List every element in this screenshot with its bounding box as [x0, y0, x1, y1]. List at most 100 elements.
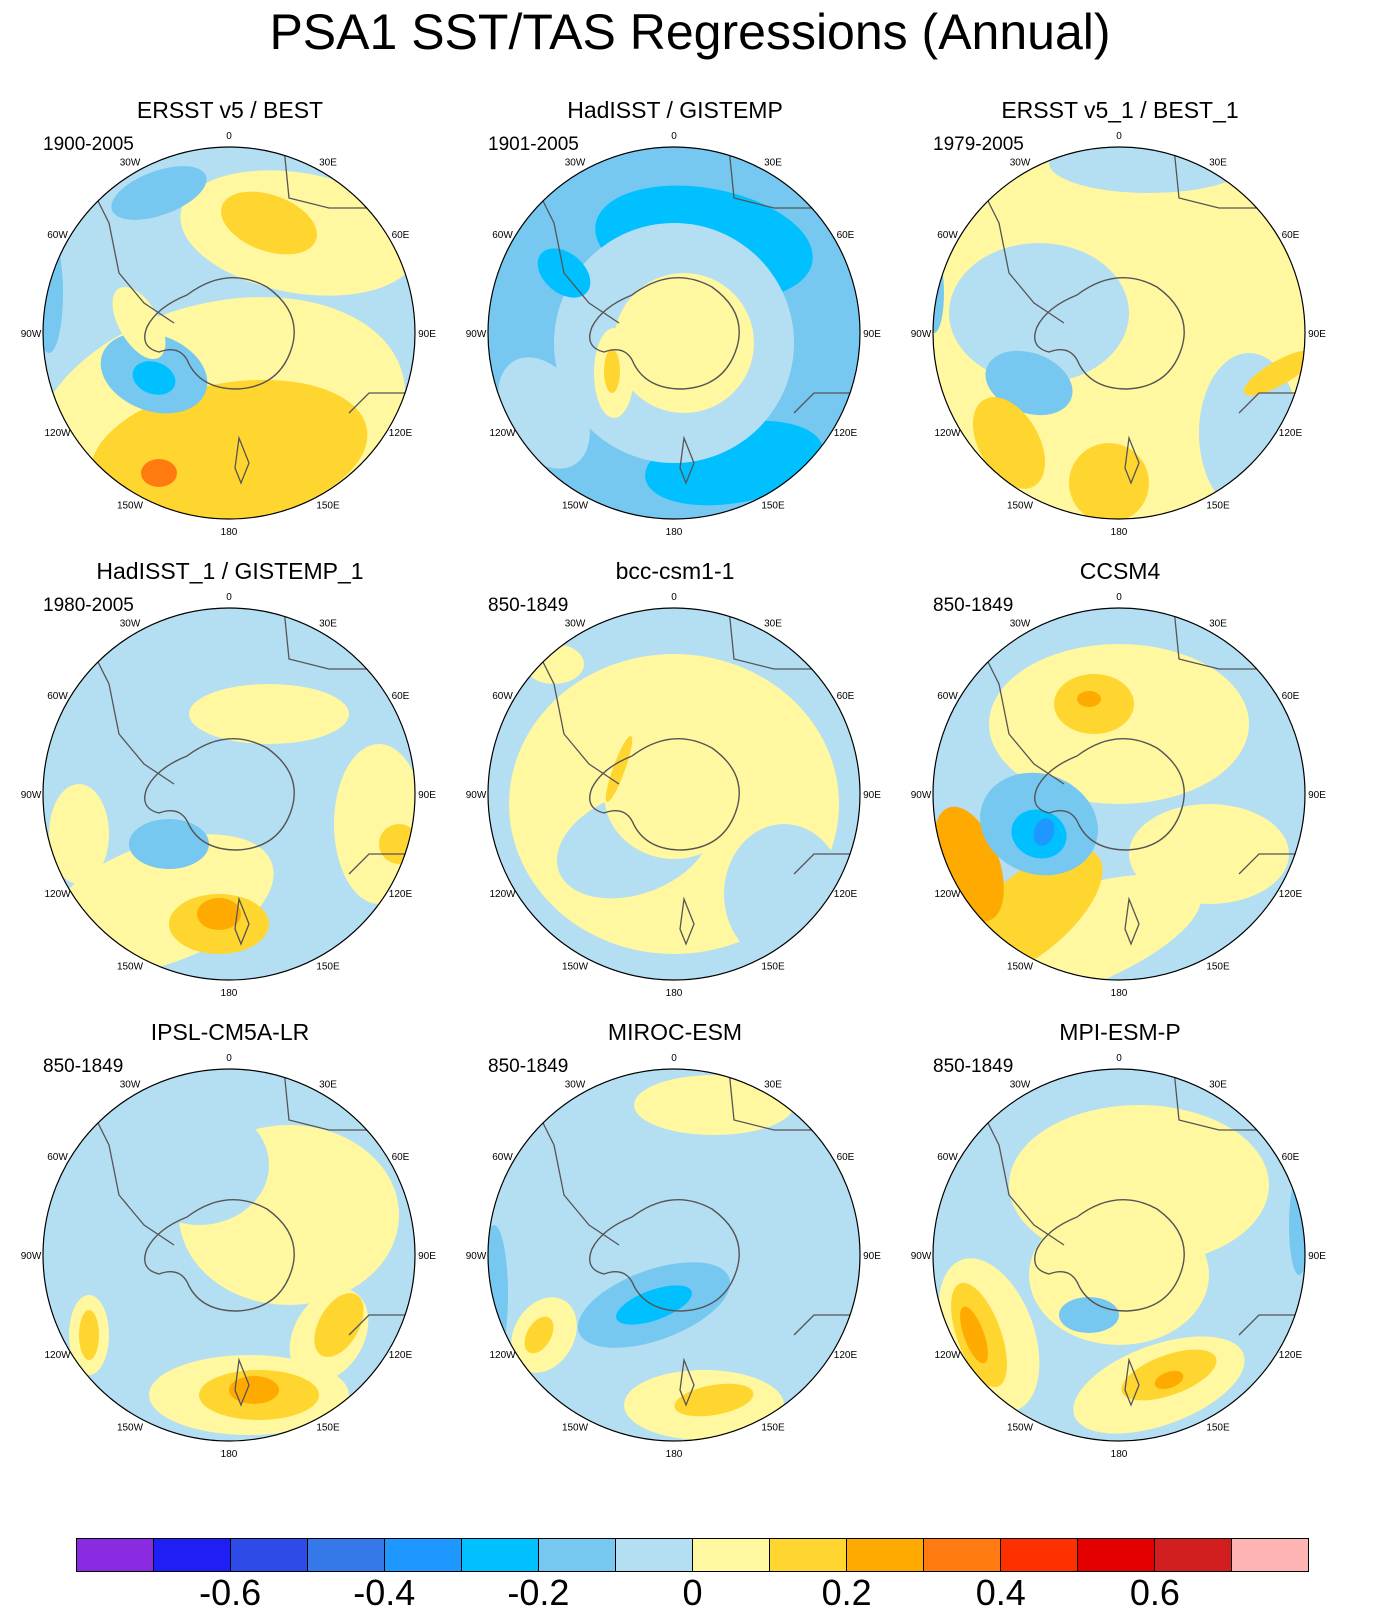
longitude-label: 180: [1111, 527, 1128, 538]
longitude-label: 90W: [911, 329, 932, 340]
map-border: [487, 146, 861, 520]
longitude-label: 90W: [466, 1251, 487, 1262]
longitude-label: 120W: [44, 428, 71, 439]
longitude-label: 90W: [466, 329, 487, 340]
map-border: [487, 607, 861, 981]
anomaly-contour: [1029, 1205, 1209, 1345]
colorbar-box: [462, 1538, 539, 1572]
longitude-label: 180: [221, 527, 238, 538]
longitude-label: 60W: [492, 230, 513, 241]
antarctica-coastline: [144, 277, 295, 390]
longitude-label: 120W: [489, 1350, 516, 1361]
longitude-label: 120E: [389, 428, 413, 439]
longitude-label: 90E: [418, 790, 436, 801]
anomaly-contour: [488, 1225, 508, 1365]
map-panel: 0 30E 60E 90E 120E 150E 180 150W 120W 90W 60W 30W bc…: [450, 556, 900, 1026]
anomaly-contour: [189, 684, 349, 744]
colorbar-box: [76, 1538, 154, 1572]
colorbar-box: [693, 1538, 770, 1572]
panel-title: ERSST v5_1 / BEST_1: [1001, 97, 1239, 123]
map-border: [42, 1068, 416, 1442]
anomaly-contour: [524, 1316, 554, 1354]
longitude-label: 60E: [837, 1152, 855, 1163]
panel-period: 850-1849: [488, 1056, 569, 1077]
map-border: [932, 1068, 1306, 1442]
map-border: [42, 607, 416, 981]
longitude-label: 120E: [389, 1350, 413, 1361]
longitude-label: 150W: [562, 961, 589, 972]
anomaly-contour: [1243, 350, 1305, 396]
longitude-label: 180: [666, 527, 683, 538]
longitude-label: 0: [226, 592, 232, 603]
colorbar-box: [770, 1538, 847, 1572]
anomaly-contour: [49, 784, 109, 884]
panel-title: MPI-ESM-P: [1059, 1019, 1181, 1045]
anomaly-contour: [634, 1075, 794, 1135]
longitude-label: 60W: [47, 230, 68, 241]
longitude-label: 0: [1116, 131, 1122, 142]
longitude-label: 30E: [1209, 158, 1227, 169]
anomaly-field: [488, 608, 860, 980]
colorbar-box: [154, 1538, 231, 1572]
longitude-label: 0: [226, 1053, 232, 1064]
new-zealand-coastline: [234, 1357, 250, 1407]
africa-coastline: [728, 147, 834, 209]
new-zealand-coastline: [1124, 435, 1140, 485]
new-zealand-coastline: [679, 896, 695, 946]
africa-coastline: [1173, 147, 1279, 209]
longitude-label: 90E: [863, 790, 881, 801]
antarctica-coastline: [589, 738, 740, 851]
anomaly-contour: [229, 1376, 279, 1404]
colorbar-box: [539, 1538, 616, 1572]
figure-title: PSA1 SST/TAS Regressions (Annual): [269, 4, 1111, 60]
longitude-label: 30W: [565, 158, 586, 169]
new-zealand-coastline: [1124, 896, 1140, 946]
longitude-label: 90E: [418, 329, 436, 340]
antarctica-coastline: [1034, 277, 1185, 390]
longitude-label: 0: [1116, 592, 1122, 603]
new-zealand-coastline: [234, 435, 250, 485]
longitude-label: 90W: [21, 1251, 42, 1262]
anomaly-contour: [605, 736, 633, 802]
anomaly-contour: [90, 379, 368, 519]
polar-map: 0 30E 60E 90E 120E 150E 180 150W 120W 90W 60W 30W: [466, 1053, 882, 1460]
panel-title: HadISST_1 / GISTEMP_1: [96, 558, 364, 584]
longitude-label: 150W: [1007, 1422, 1034, 1433]
south-america-coastline: [88, 643, 175, 785]
polar-map: 0 30E 60E 90E 120E 150E 180 150W 120W 90W 60W 30W: [21, 131, 437, 538]
longitude-label: 150E: [761, 961, 785, 972]
longitude-label: 60W: [47, 691, 68, 702]
longitude-label: 30E: [1209, 1080, 1227, 1091]
map-panel: 0 30E 60E 90E 120E 150E 180 150W 120W 90W 60W 30W MP…: [895, 1017, 1345, 1487]
longitude-label: 60E: [392, 691, 410, 702]
colorbar-box: [231, 1538, 308, 1572]
longitude-label: 60W: [937, 691, 958, 702]
map-panel: 0 30E 60E 90E 120E 150E 180 150W 120W 90W 60W 30W ER…: [895, 95, 1345, 565]
colorbar-box: [1155, 1538, 1232, 1572]
anomaly-contour: [334, 744, 415, 904]
longitude-label: 150W: [562, 500, 589, 511]
anomaly-contour: [985, 350, 1073, 416]
new-zealand-coastline: [679, 435, 695, 485]
anomaly-contour: [1129, 804, 1289, 904]
longitude-label: 150W: [1007, 961, 1034, 972]
colorbar-box: [616, 1538, 693, 1572]
anomaly-contour: [112, 286, 166, 360]
longitude-label: 30W: [120, 619, 141, 630]
longitude-label: 30W: [120, 158, 141, 169]
anomaly-contour: [1289, 1175, 1305, 1275]
longitude-label: 60E: [837, 691, 855, 702]
longitude-label: 60W: [937, 230, 958, 241]
polar-map: 0 30E 60E 90E 120E 150E 180 150W 120W 90W 60W 30W: [911, 592, 1327, 999]
polar-map: 0 30E 60E 90E 120E 150E 180 150W 120W 90W 60W 30W: [466, 592, 882, 999]
new-zealand-coastline: [679, 1357, 695, 1407]
anomaly-contour: [314, 1293, 364, 1357]
panel-period: 850-1849: [933, 1056, 1014, 1077]
longitude-label: 90W: [466, 790, 487, 801]
anomaly-contour: [79, 1310, 99, 1360]
longitude-label: 180: [666, 1449, 683, 1460]
anomaly-contour: [488, 1069, 860, 1441]
colorbar-box: [308, 1538, 385, 1572]
panel-period: 1901-2005: [488, 134, 579, 155]
colorbar-label: -0.4: [353, 1572, 416, 1613]
